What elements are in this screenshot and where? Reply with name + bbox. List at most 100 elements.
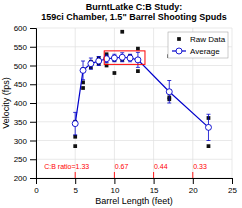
x-axis-tick-mark xyxy=(114,178,115,184)
x-axis: 0 5 10 15 20 25 xyxy=(34,178,237,195)
x-axis-tick-mark xyxy=(75,178,76,184)
y-axis-tick: 300 xyxy=(14,137,36,146)
x-axis-tick: 20 xyxy=(189,178,198,195)
y-axis-tick: 600 xyxy=(14,24,36,33)
point xyxy=(136,47,140,51)
x-axis-tick-mark xyxy=(193,178,194,184)
x-axis-tick-label: 10 xyxy=(110,186,119,195)
x-axis-tick: 5 xyxy=(73,178,78,195)
y-axis-tick: 400 xyxy=(14,99,36,108)
y-axis-tick-label: 350 xyxy=(14,118,28,127)
y-axis-tick-label: 300 xyxy=(14,137,28,146)
error-bar xyxy=(120,53,124,62)
annotation-label: 0.44 xyxy=(154,163,168,170)
point xyxy=(111,55,117,61)
y-axis-tick-label: 450 xyxy=(14,80,28,89)
y-axis-tick-mark xyxy=(30,141,36,142)
point xyxy=(81,86,85,90)
grid-line xyxy=(36,103,232,104)
point xyxy=(96,58,102,64)
point xyxy=(73,135,77,139)
grid-line xyxy=(36,28,232,29)
point xyxy=(120,30,124,34)
y-axis-tick-mark xyxy=(30,66,36,67)
series xyxy=(72,52,211,140)
y-axis-tick: 450 xyxy=(14,80,36,89)
x-axis-tick-label: 0 xyxy=(34,186,39,195)
x-axis-tick: 15 xyxy=(150,178,159,195)
point xyxy=(135,57,141,63)
y-axis-tick-mark xyxy=(30,159,36,160)
x-axis-line xyxy=(37,179,233,185)
error-bar xyxy=(167,81,171,104)
y-axis-tick-label: 400 xyxy=(14,99,28,108)
error-bar xyxy=(97,57,101,66)
error-bar xyxy=(89,58,93,69)
x-axis-tick-label: 20 xyxy=(189,186,198,195)
error-bar xyxy=(112,54,116,62)
y-axis-line xyxy=(30,29,37,179)
error-bar xyxy=(128,54,132,62)
annotation-label: C:B ratio=1.33 xyxy=(44,163,89,170)
legend-label: Average xyxy=(190,47,220,56)
title: BurntLatke C:B Study:159ci Chamber, 1.5"… xyxy=(41,2,226,22)
error-bar xyxy=(105,55,109,63)
y-axis-tick-label: 600 xyxy=(14,24,28,33)
y-axis-tick-label: 550 xyxy=(14,43,28,52)
legend-item: Average xyxy=(172,47,220,56)
x-axis-tick: 25 xyxy=(228,178,237,195)
y-axis-tick-mark xyxy=(30,28,36,29)
point xyxy=(80,67,86,73)
point xyxy=(88,61,94,67)
average-line xyxy=(75,57,208,127)
error-bar xyxy=(206,114,210,140)
annotation-tick xyxy=(75,172,76,178)
legend-label: Raw Data xyxy=(190,35,226,44)
y-axis-tick-mark xyxy=(30,47,36,48)
chart: 0510152025200250300350400450500550600C:B… xyxy=(0,0,242,208)
grid-line xyxy=(36,84,232,85)
legend-marker xyxy=(177,37,181,41)
point xyxy=(73,144,77,148)
point xyxy=(119,54,125,60)
point xyxy=(166,89,172,95)
error-bar xyxy=(136,52,140,67)
highlight-rect xyxy=(104,51,145,65)
y-axis-tick: 350 xyxy=(14,118,36,127)
annotation-label: 0.67 xyxy=(115,163,129,170)
grid-line xyxy=(36,159,232,160)
annotation-tick xyxy=(192,172,193,178)
x-axis-title: Barrel Length (feet) xyxy=(95,196,173,206)
annotation-label: 0.33 xyxy=(193,163,207,170)
y-axis-tick-mark xyxy=(30,178,36,179)
y-axis-tick: 550 xyxy=(14,43,36,52)
point xyxy=(113,71,117,75)
point xyxy=(72,121,78,127)
x-axis-tick-mark xyxy=(232,178,233,184)
y-axis-tick: 500 xyxy=(14,62,36,71)
annotation-tick xyxy=(114,172,115,178)
point xyxy=(127,55,133,61)
y-axis-tick-mark xyxy=(30,84,36,85)
y-axis-tick-mark xyxy=(30,103,36,104)
legend: Raw Data Average xyxy=(168,32,228,58)
point xyxy=(207,144,211,148)
annotations: C:B ratio=1.33 0.67 0.44 0.33 xyxy=(44,163,207,170)
legend-box xyxy=(168,32,228,58)
x-axis-tick-mark xyxy=(154,178,155,184)
legend-marker xyxy=(176,48,182,54)
x-axis-tick-label: 5 xyxy=(73,186,78,195)
y-axis-tick-mark xyxy=(30,122,36,123)
x-axis-tick-label: 15 xyxy=(150,186,159,195)
x-axis-tick: 10 xyxy=(110,178,119,195)
plot: 0510152025200250300350400450500550600C:B… xyxy=(14,24,238,195)
legend-item: Raw Data xyxy=(177,35,226,44)
y-axis-tick: 200 xyxy=(14,174,36,183)
y-axis-title: Velocity (fps) xyxy=(1,77,11,129)
annotation-tick xyxy=(153,172,154,178)
y-axis-tick-label: 500 xyxy=(14,62,28,71)
y-axis: 200250300350400450500550600 xyxy=(14,24,37,183)
point xyxy=(205,124,211,130)
x-axis-tick: 0 xyxy=(34,178,39,195)
y-axis-tick-label: 200 xyxy=(14,174,28,183)
